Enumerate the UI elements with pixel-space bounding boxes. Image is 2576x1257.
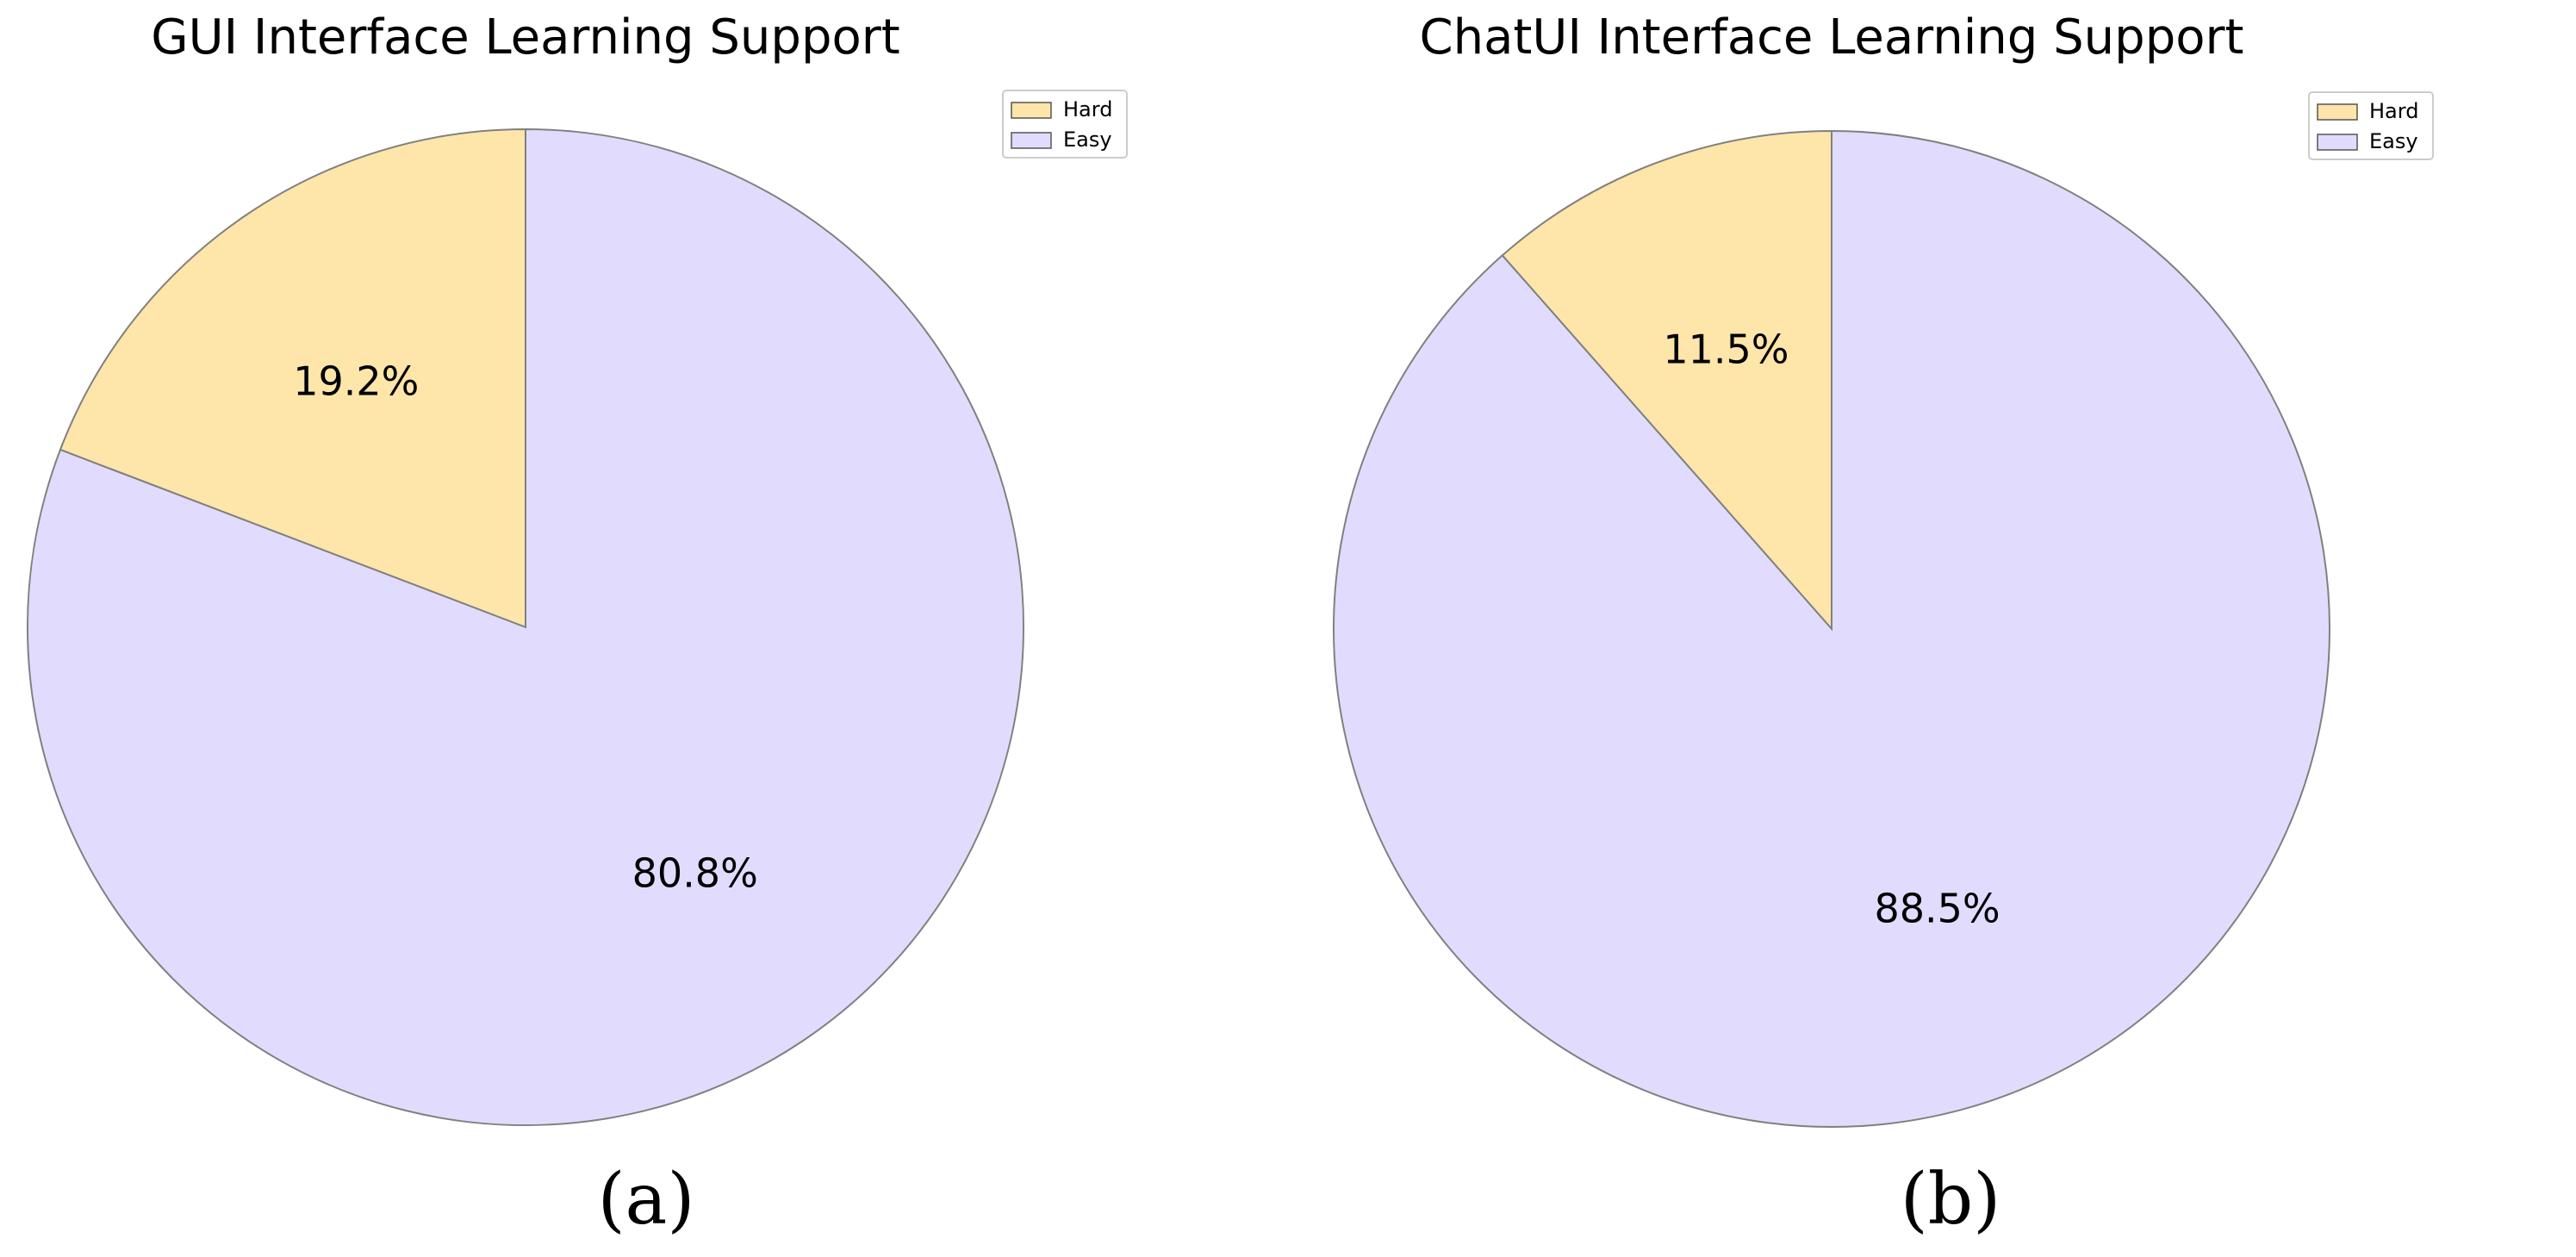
legend-swatch-hard [1011, 102, 1052, 119]
caption-label: (b) [1901, 1159, 2000, 1241]
legend: Hard Easy [1002, 90, 1128, 159]
legend-label-hard: Hard [1063, 97, 1112, 121]
caption-label: (a) [598, 1159, 695, 1241]
pie-slice-easy [27, 128, 1024, 1126]
pie-chart-a: GUI Interface Learning Support HardEasy … [27, 9, 1128, 1241]
legend-label-easy: Easy [2369, 129, 2418, 153]
legend-swatch-hard [2317, 103, 2358, 121]
pie-slice-label-easy: 80.8% [632, 850, 758, 897]
pie-slice-label-hard: 19.2% [293, 358, 419, 404]
pie-slice-easy [1333, 129, 2330, 1128]
legend-label-easy: Easy [1063, 128, 1112, 152]
pie-slice-label-easy: 88.5% [1875, 885, 2000, 931]
pie-slice-hard [59, 128, 526, 629]
legend-swatch-easy [2317, 134, 2358, 151]
legend-label-hard: Hard [2369, 99, 2418, 123]
chart-title: GUI Interface Learning Support [151, 9, 900, 65]
chart-title: ChatUI Interface Learning Support [1420, 9, 2244, 65]
legend-swatch-easy [1011, 132, 1052, 149]
legend: Hard Easy [2308, 91, 2434, 160]
pie-chart-b: ChatUI Interface Learning Support Hard Ea… [1333, 9, 2434, 1241]
pie-slice-label-hard: 11.5% [1663, 327, 1789, 373]
pie-slice-hard [1501, 129, 1832, 632]
